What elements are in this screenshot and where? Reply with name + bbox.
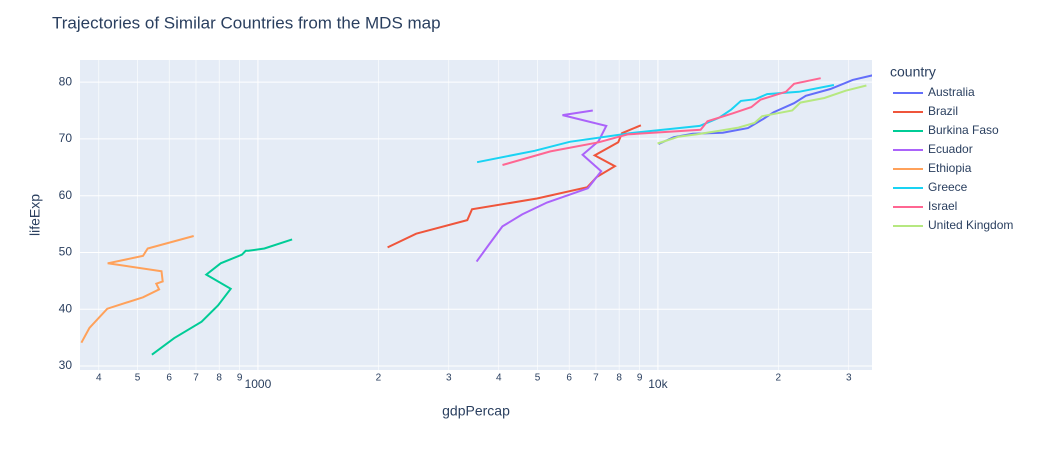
x-tick-label: 3 [846,373,852,384]
x-tick-label: 2 [776,373,782,384]
chart-title: Trajectories of Similar Countries from t… [52,13,441,32]
x-tick-label: 4 [96,373,102,384]
x-tick-label: 9 [237,373,243,384]
legend-title: country [890,64,936,80]
series-line [502,77,821,166]
x-axis-title: gdpPercap [442,403,510,419]
x-tick-label: 9 [637,373,643,384]
series-line [475,109,608,263]
series-line [657,84,867,145]
x-tick-label: 6 [566,373,572,384]
legend-label: Ecuador [928,142,973,156]
y-tick-label: 50 [59,245,73,259]
x-tick-label: 2 [376,373,382,384]
legend-label: Brazil [928,104,958,118]
y-tick-label: 30 [59,358,73,372]
x-tick-label: 5 [135,373,141,384]
y-tick-label: 40 [59,301,73,315]
x-tick-label: 10k [648,377,668,391]
y-tick-label: 80 [59,74,73,88]
series-line [80,235,194,344]
lines [80,74,872,356]
y-tick-label: 60 [59,188,73,202]
grid [80,60,872,370]
legend-label: United Kingdom [928,218,1013,232]
legend-label: Ethiopia [928,161,972,175]
x-tick-label: 6 [166,373,172,384]
x-tick-label: 8 [216,373,222,384]
x-tick-label: 7 [193,373,199,384]
y-tick-label: 70 [59,131,73,145]
x-tick-label: 3 [446,373,452,384]
legend-label: Burkina Faso [928,123,999,137]
legend-label: Greece [928,180,968,194]
x-tick-label: 7 [593,373,599,384]
x-tick-label: 8 [616,373,622,384]
legend-label: Australia [928,85,975,99]
legend-label: Israel [928,199,957,213]
series-line [151,238,293,356]
x-tick-label: 4 [496,373,502,384]
y-axis-title: lifeExp [27,194,43,236]
x-tick-label: 1000 [245,377,272,391]
x-tick-label: 5 [535,373,541,384]
series-line [476,84,835,164]
